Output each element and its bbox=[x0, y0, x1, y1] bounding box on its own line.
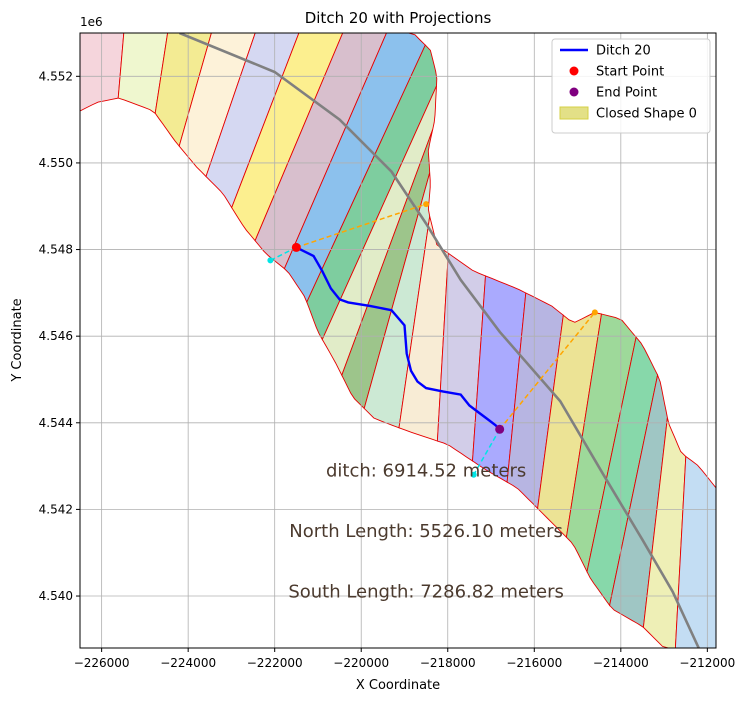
grid bbox=[80, 33, 716, 648]
x-tick-label: −220000 bbox=[333, 656, 389, 670]
chart-title: Ditch 20 with Projections bbox=[305, 9, 492, 27]
end-point bbox=[495, 424, 505, 434]
centerline bbox=[179, 33, 700, 648]
y-tick-label: 4.540 bbox=[39, 589, 73, 603]
x-tick-label: −224000 bbox=[160, 656, 216, 670]
legend: Ditch 20 Start Point End Point Closed Shape… bbox=[551, 38, 711, 134]
projection-line bbox=[296, 203, 427, 249]
ditch-line bbox=[295, 246, 501, 431]
y-axis-ticks: 4.540 4.542 4.544 4.546 4.548 4.550 4.552 bbox=[39, 69, 80, 603]
x-axis-label: X Coordinate bbox=[356, 678, 440, 693]
annotations: ditch: 6914.52 meters North Length: 5526.… bbox=[288, 460, 564, 602]
projection-endpoint bbox=[423, 201, 430, 208]
y-tick-label: 4.542 bbox=[39, 502, 73, 516]
projection-line bbox=[499, 311, 596, 430]
start-point bbox=[291, 242, 301, 252]
legend-label: Closed Shape 0 bbox=[596, 107, 697, 122]
x-tick-label: −222000 bbox=[247, 656, 303, 670]
y-tick-label: 4.550 bbox=[39, 156, 73, 170]
chart-lines bbox=[179, 33, 700, 648]
projection-endpoint bbox=[591, 309, 598, 316]
x-tick-label: −214000 bbox=[593, 656, 649, 670]
x-tick-label: −216000 bbox=[506, 656, 562, 670]
legend-label: Start Point bbox=[596, 65, 664, 80]
legend-box bbox=[551, 38, 711, 134]
y-tick-label: 4.546 bbox=[39, 329, 73, 343]
y-axis-label: Y Coordinate bbox=[10, 298, 25, 382]
legend-label: End Point bbox=[596, 86, 657, 101]
y-tick-label: 4.548 bbox=[39, 243, 73, 257]
y-axis-offset-label: 1e6 bbox=[80, 15, 103, 29]
projection-line bbox=[473, 428, 501, 476]
region-strip bbox=[642, 417, 687, 648]
plot-border bbox=[79, 32, 717, 649]
legend-label: Ditch 20 bbox=[596, 44, 651, 59]
y-tick-label: 4.544 bbox=[39, 416, 73, 430]
projection-endpoint bbox=[470, 471, 477, 478]
annotation-text: North Length: 5526.10 meters bbox=[289, 521, 563, 542]
legend-marker-swatch bbox=[569, 87, 579, 97]
annotation-text: South Length: 7286.82 meters bbox=[288, 582, 564, 603]
region-strip bbox=[674, 455, 716, 648]
region-strips bbox=[80, 33, 716, 648]
projection-line bbox=[270, 246, 297, 262]
plot-frame bbox=[79, 32, 717, 649]
x-axis-ticks: −226000 −224000 −222000 −220000 −218000 −2160… bbox=[74, 648, 735, 670]
x-tick-label: −226000 bbox=[74, 656, 130, 670]
x-tick-label: −218000 bbox=[420, 656, 476, 670]
projection-endpoint bbox=[267, 257, 274, 264]
legend-marker-swatch bbox=[569, 66, 579, 76]
y-tick-label: 4.552 bbox=[39, 69, 73, 83]
x-tick-label: −212000 bbox=[679, 656, 735, 670]
annotation-text: ditch: 6914.52 meters bbox=[326, 460, 526, 481]
legend-patch-swatch bbox=[559, 106, 589, 120]
